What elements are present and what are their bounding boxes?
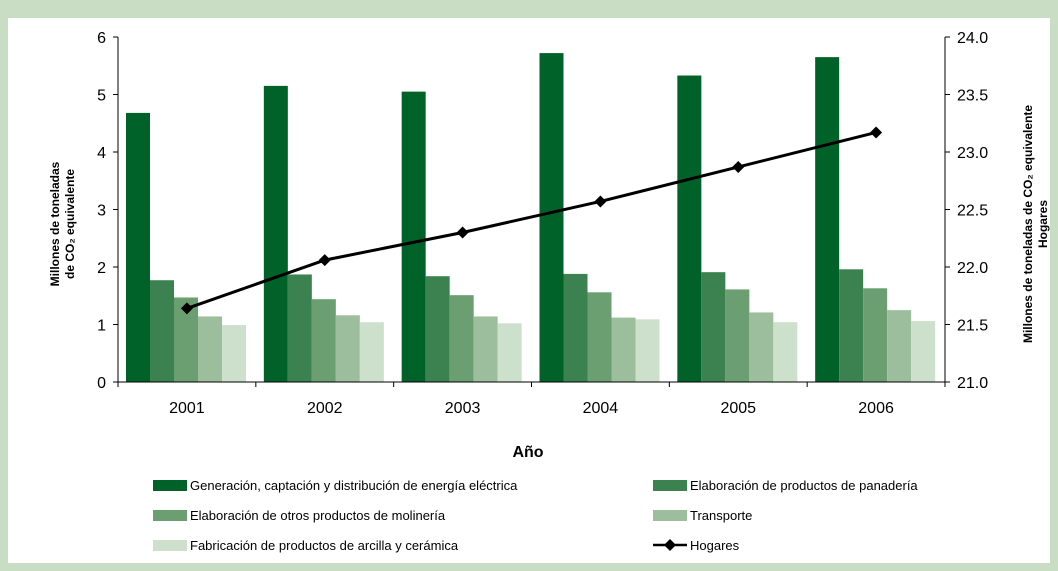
bar-2002-s4 <box>359 322 384 382</box>
y-right-tick-label-1: 21.5 <box>957 318 988 335</box>
y-axis-right-title-line2: Hogares <box>1036 200 1050 248</box>
x-tick-label-2005: 2005 <box>720 400 756 417</box>
legend-swatch-0 <box>153 480 187 491</box>
chart-frame: 0 1 2 3 4 5 6 21.0 21.5 22.0 22.5 23.0 23.5 24.0 2001 2… <box>8 18 1050 563</box>
bar-2006-s0 <box>815 57 840 382</box>
x-tick-label-2001: 2001 <box>169 400 205 417</box>
bar-2002-s0 <box>263 85 288 382</box>
legend-label-3: Transporte <box>690 508 752 523</box>
bar-2003-s3 <box>473 316 498 382</box>
line-layer <box>180 126 883 315</box>
x-tick-label-2003: 2003 <box>445 400 481 417</box>
bar-2001-s0 <box>126 112 150 383</box>
bar-2006-s4 <box>911 321 936 382</box>
bars-layer <box>126 53 936 383</box>
y-axis-right-title-line1: Millones de toneladas de CO₂ equivalente <box>1021 105 1035 343</box>
y-right-tick-label-2: 22.0 <box>957 260 988 277</box>
axes-layer: 0 1 2 3 4 5 6 21.0 21.5 22.0 22.5 23.0 23.5 24.0 2001 2… <box>97 30 988 417</box>
line-series-0 <box>186 130 877 310</box>
bar-2001-s3 <box>198 316 222 382</box>
legend-label-1: Elaboración de productos de panadería <box>690 478 918 493</box>
legend: Generación, captación y distribución de … <box>153 478 918 553</box>
bar-2006-s1 <box>839 269 864 382</box>
bar-2001-s1 <box>150 280 174 382</box>
y-right-tick-label-0: 21.0 <box>957 375 988 392</box>
line-point-2004 <box>594 195 607 208</box>
x-axis-title: Año <box>512 444 543 461</box>
y-left-tick-label-3: 3 <box>97 203 106 220</box>
legend-swatch-3 <box>653 510 687 521</box>
bar-2004-s4 <box>635 319 660 382</box>
line-point-2003 <box>456 226 469 239</box>
bar-2006-s2 <box>863 288 888 382</box>
line-point-2006 <box>870 126 883 139</box>
bar-2004-s1 <box>563 273 588 382</box>
bar-2005-s4 <box>773 322 798 382</box>
bar-2003-s4 <box>497 323 522 382</box>
y-left-tick-label-4: 4 <box>97 145 106 162</box>
bar-2005-s1 <box>701 272 726 382</box>
y-left-tick-label-6: 6 <box>97 30 106 47</box>
line-point-2002 <box>318 254 331 267</box>
y-right-tick-label-6: 24.0 <box>957 30 988 47</box>
bar-2002-s2 <box>311 299 336 382</box>
bar-2003-s1 <box>425 276 450 382</box>
line-point-2005 <box>732 160 745 173</box>
y-left-tick-label-1: 1 <box>97 318 106 335</box>
legend-label-4: Fabricación de productos de arcilla y ce… <box>190 538 459 553</box>
legend-label-0: Generación, captación y distribución de … <box>190 478 518 493</box>
y-axis-left-title-line1: Millones de toneladas <box>48 161 62 286</box>
legend-swatch-marker-5 <box>664 539 676 551</box>
bar-2004-s3 <box>611 317 636 382</box>
bar-2001-s4 <box>222 325 246 382</box>
bar-2006-s3 <box>887 310 912 382</box>
bar-2003-s0 <box>401 91 426 382</box>
legend-label-5: Hogares <box>690 538 740 553</box>
y-right-tick-label-4: 23.0 <box>957 145 988 162</box>
y-right-tick-label-3: 22.5 <box>957 203 988 220</box>
chart: 0 1 2 3 4 5 6 21.0 21.5 22.0 22.5 23.0 23.5 24.0 2001 2… <box>48 30 1050 553</box>
y-left-tick-label-0: 0 <box>97 375 106 392</box>
x-tick-label-2004: 2004 <box>583 400 619 417</box>
y-right-tick-label-5: 23.5 <box>957 88 988 105</box>
x-tick-label-2002: 2002 <box>307 400 343 417</box>
legend-swatch-2 <box>153 510 187 521</box>
y-left-tick-label-2: 2 <box>97 260 106 277</box>
bar-2003-s2 <box>449 295 474 382</box>
bar-2005-s0 <box>677 75 702 383</box>
bar-2004-s2 <box>587 292 612 382</box>
bar-2004-s0 <box>539 53 564 382</box>
legend-swatch-4 <box>153 540 187 551</box>
line-point-2001 <box>180 302 193 315</box>
legend-swatch-1 <box>653 480 687 491</box>
x-tick-label-2006: 2006 <box>858 400 894 417</box>
bar-2005-s2 <box>725 289 750 382</box>
y-left-tick-label-5: 5 <box>97 88 106 105</box>
legend-label-2: Elaboración de otros productos de moline… <box>190 508 446 523</box>
bar-2002-s1 <box>287 274 312 382</box>
bar-2005-s3 <box>749 312 774 382</box>
bar-2002-s3 <box>335 315 360 382</box>
y-axis-left-title-line2: de CO₂ equivalente <box>63 169 77 279</box>
